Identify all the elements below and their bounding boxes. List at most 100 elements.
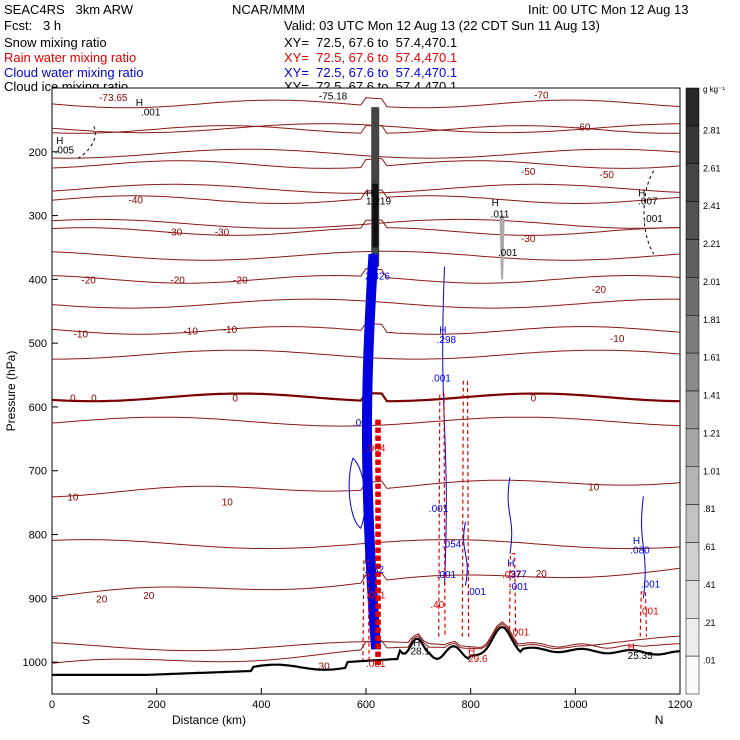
value-label: .001	[466, 587, 486, 598]
field-rain-xy: XY= 72.5, 67.6 to 57.4,470.1	[284, 50, 458, 65]
value-label: H	[136, 98, 143, 109]
colorbar-segment	[685, 239, 700, 278]
colorbar-label: 2.61	[703, 163, 721, 173]
field-rain: Rain water mixing ratio	[4, 50, 137, 65]
colorbar-segment	[685, 315, 700, 354]
colorbar-segment	[685, 504, 700, 543]
value-label: .001	[639, 606, 659, 617]
isotherm-20	[51, 567, 681, 598]
y-tick-label: 500	[29, 338, 47, 350]
colorbar-label: .01	[703, 656, 716, 666]
x-tick-label: 0	[49, 699, 55, 711]
value-label: H	[468, 646, 475, 657]
colorbar-segment	[685, 618, 700, 657]
isotherm-label: -10	[183, 326, 198, 337]
ice-shading	[499, 215, 505, 280]
colorbar-label: 1.01	[703, 466, 721, 476]
colorbar-segment	[685, 201, 700, 240]
cloud-water-contour	[641, 496, 646, 599]
colorbar-label: 1.41	[703, 391, 721, 401]
y-tick-label: 900	[29, 593, 47, 605]
isotherm-label: -30	[215, 228, 230, 239]
value-label: .001	[366, 590, 386, 601]
colorbar-segment	[685, 655, 700, 695]
init-label: Init: 00 UTC Mon 12 Aug 13	[528, 2, 689, 17]
value-label: .001	[353, 418, 373, 429]
x-tick-label: 200	[147, 699, 165, 711]
model-label: SEAC4RS 3km ARW	[4, 2, 134, 17]
colorbar-segment	[685, 277, 700, 316]
ice-core	[372, 183, 379, 248]
colorbar-segment	[685, 580, 700, 619]
isotherm-minor	[51, 250, 681, 261]
cloud-water-contour	[348, 457, 366, 529]
value-label: H	[492, 198, 499, 209]
value-label: .001	[498, 248, 518, 259]
colorbar-label: 1.81	[703, 315, 721, 325]
value-label: .037	[502, 570, 522, 581]
x-tick-label: 1200	[668, 699, 692, 711]
colorbar-label: 1.21	[703, 428, 721, 438]
ice-contour	[77, 126, 96, 159]
cloud-water-contour	[463, 521, 468, 586]
isotherm-label: -60	[576, 122, 591, 133]
x-axis-label: Distance (km)	[172, 713, 246, 727]
value-label: .054	[442, 539, 462, 550]
colorbar-segment	[685, 125, 700, 164]
isotherm-label: 10	[67, 492, 79, 503]
value-label: .001	[366, 659, 386, 670]
isotherm-label: 0	[91, 393, 97, 404]
value-label: 1.219	[366, 197, 391, 208]
colorbar-segment	[685, 542, 700, 581]
value-label: H	[439, 326, 446, 337]
isotherm-label: -50	[600, 170, 615, 181]
isotherm-minor	[51, 218, 681, 229]
valid-label: Valid: 03 UTC Mon 12 Aug 13 (22 CDT Sun …	[284, 18, 600, 33]
value-label: .001	[641, 579, 661, 590]
colorbar-segment	[685, 352, 700, 392]
isotherm-label: 30	[319, 661, 331, 672]
colorbar-label: .41	[703, 580, 716, 590]
field-snow-xy: XY= 72.5, 67.6 to 57.4,470.1	[284, 35, 458, 50]
value-label: .001	[431, 373, 451, 384]
colorbar-label: 2.01	[703, 277, 721, 287]
y-tick-label: 800	[29, 530, 47, 542]
isotherm-label: -50	[521, 167, 536, 178]
rain-contour	[461, 380, 470, 637]
isotherm--50	[51, 157, 681, 169]
isotherm-label: 20	[536, 569, 548, 580]
value-label: .001	[429, 504, 449, 515]
isotherm-label: 20	[96, 594, 108, 605]
colorbar-label: 2.41	[703, 201, 721, 211]
rain-contour	[438, 393, 446, 637]
isotherm-label: -20	[233, 275, 248, 286]
isotherm-label: -10	[610, 334, 625, 345]
value-label: -73.65	[99, 93, 128, 104]
x-tick-label: 1000	[563, 699, 587, 711]
y-tick-label: 300	[29, 211, 47, 223]
value-label: -75.18	[319, 91, 348, 102]
isotherm--70	[51, 97, 681, 109]
isotherm--40	[51, 189, 681, 205]
value-label: .007	[638, 197, 658, 208]
value-label: H	[507, 558, 514, 569]
value-label: .001	[509, 582, 529, 593]
isotherm-label: -30	[521, 234, 536, 245]
fcst-label: Fcst: 3 h	[4, 18, 62, 33]
colorbar-segment	[685, 428, 700, 467]
y-tick-label: 600	[29, 402, 47, 414]
isotherm-label: -10	[223, 325, 238, 336]
isotherm-label: 10	[222, 497, 234, 508]
isotherm-label: 0	[232, 393, 238, 404]
value-label: H	[56, 136, 63, 147]
value-label: .001	[510, 627, 530, 638]
value-label: .40	[430, 600, 444, 611]
colorbar-label: 2.21	[703, 239, 721, 249]
colorbar-label: 1.61	[703, 353, 721, 363]
field-cloud-water-xy: XY= 72.5, 67.6 to 57.4,470.1	[284, 65, 458, 80]
rain-contour	[639, 591, 648, 637]
value-label: H	[628, 643, 635, 654]
isotherm-label: 0	[70, 393, 76, 404]
rain-contour	[508, 553, 517, 637]
value-label: .001	[141, 107, 161, 118]
